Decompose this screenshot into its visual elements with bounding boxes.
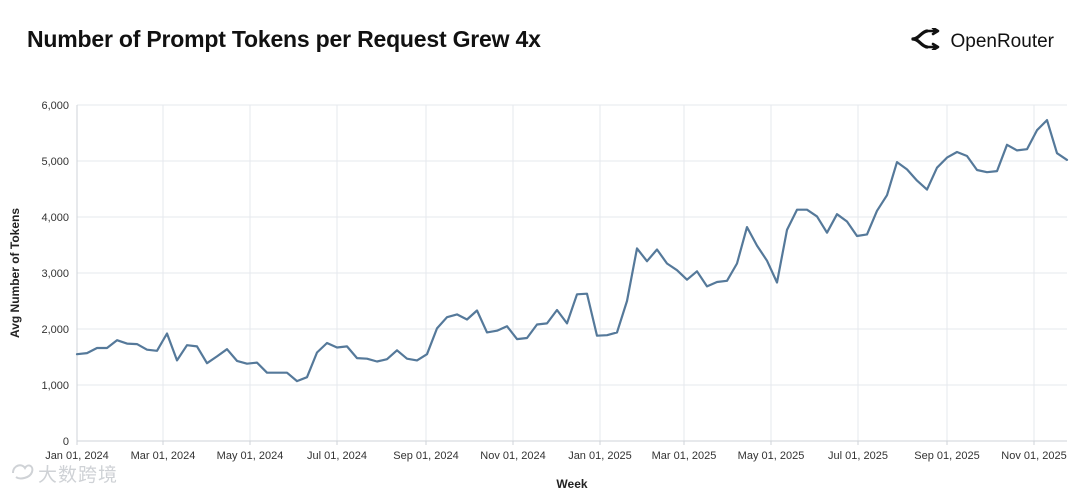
x-tick-label: May 01, 2024 [217,450,284,462]
y-tick-label: 3,000 [41,268,69,280]
x-tick-label: Nov 01, 2025 [1001,450,1066,462]
openrouter-logo-icon [911,26,941,55]
series-line [75,118,1069,383]
y-tick-label: 1,000 [41,380,69,392]
brand-logo[interactable]: OpenRouter [911,26,1054,55]
watermark-icon [10,460,36,487]
x-tick-label: Jul 01, 2025 [828,450,888,462]
y-tick-label: 2,000 [41,324,69,336]
y-tick-label: 0 [63,436,69,448]
x-tick-label: Jan 01, 2025 [568,450,632,462]
x-axis-title: Week [556,477,587,491]
y-tick-label: 6,000 [41,100,69,112]
x-tick-label: Jan 01, 2024 [45,450,109,462]
series-points [76,119,1068,382]
y-axis-title: Avg Number of Tokens [8,208,22,338]
y-tick-label: 4,000 [41,212,69,224]
x-tick-label: Sep 01, 2025 [914,450,979,462]
x-tick-label: Mar 01, 2025 [652,450,717,462]
chart-title: Number of Prompt Tokens per Request Grew… [27,26,541,52]
x-tick-label: May 01, 2025 [738,450,805,462]
x-tick-label: Mar 01, 2024 [131,450,196,462]
watermark-text: 大数跨境 [38,465,119,486]
x-tick-label: Sep 01, 2024 [393,450,458,462]
x-tick-label: Jul 01, 2024 [307,450,367,462]
y-tick-label: 5,000 [41,156,69,168]
x-tick-label: Nov 01, 2024 [480,450,545,462]
brand-name: OpenRouter [950,30,1054,52]
